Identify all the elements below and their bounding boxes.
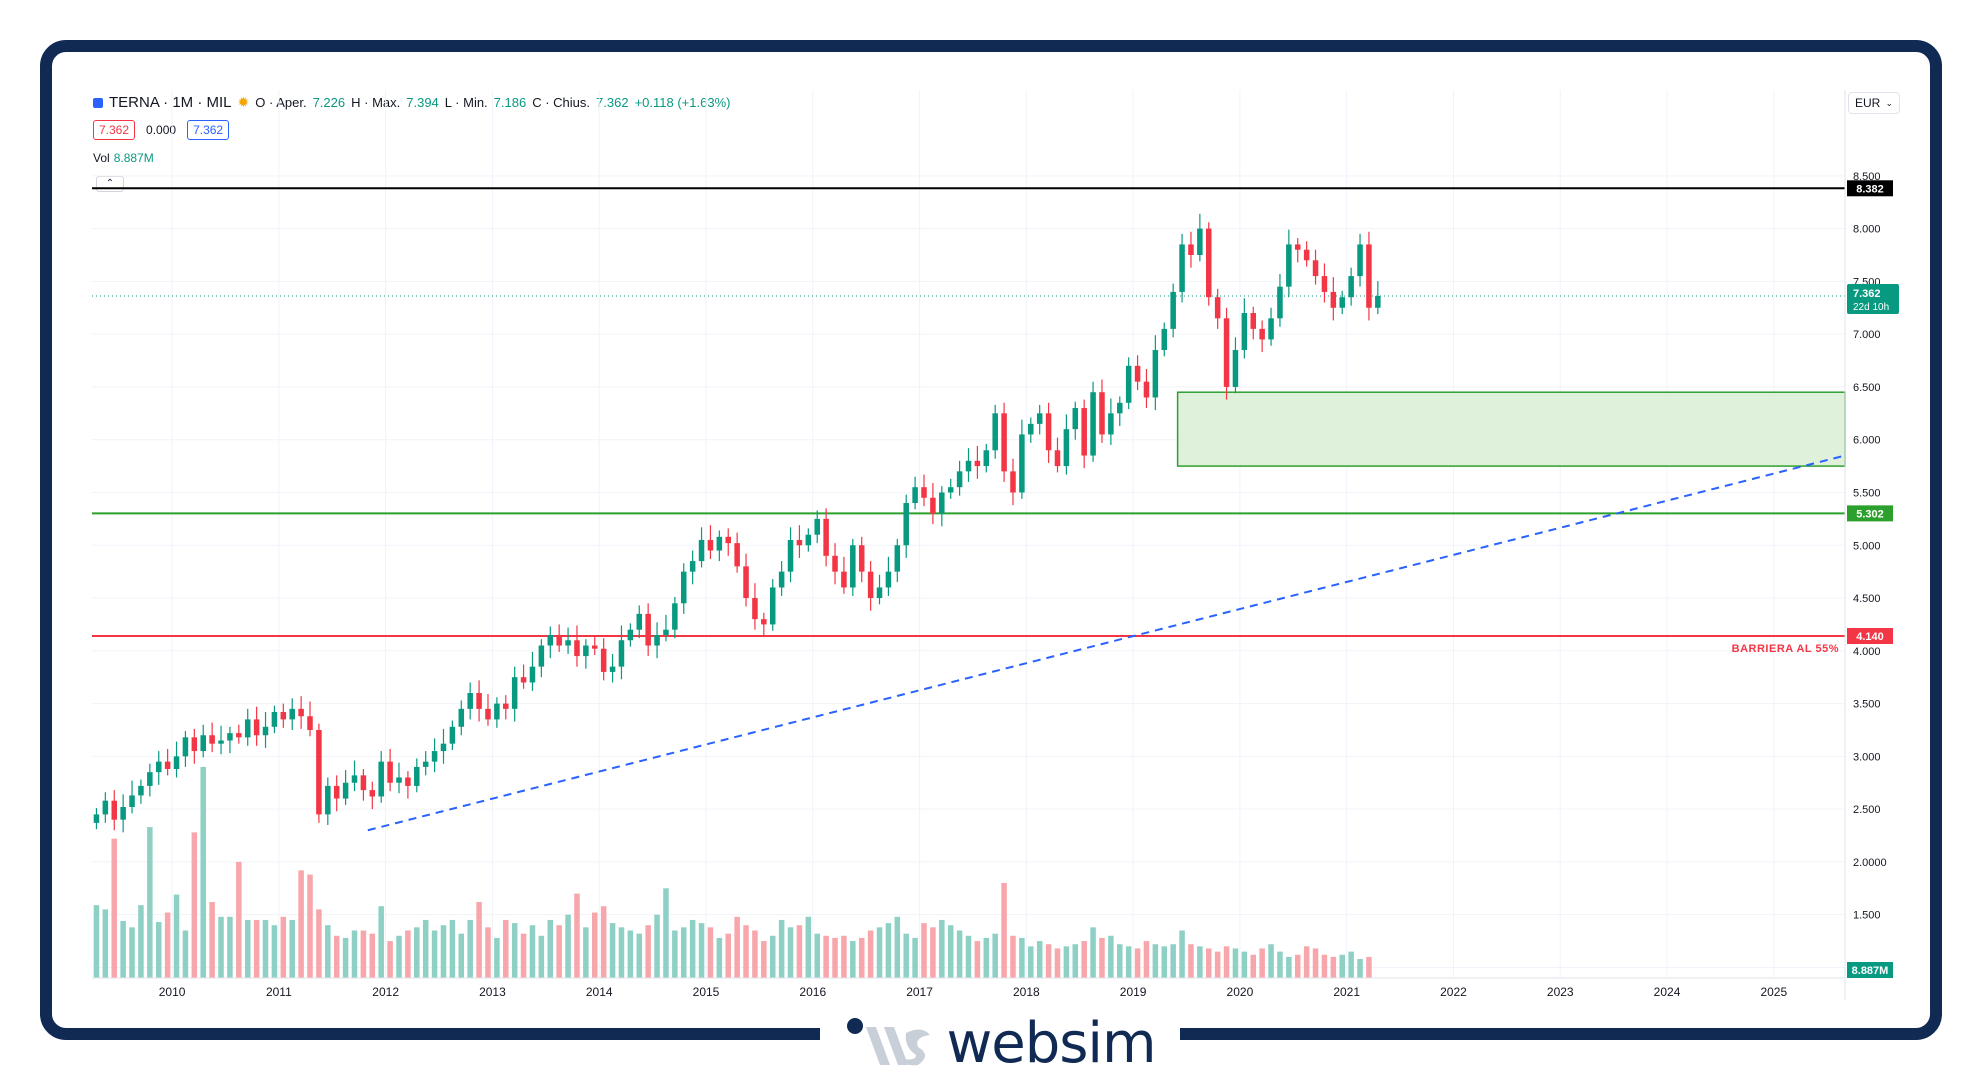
high-label: H · Max. (351, 95, 401, 110)
symbol-title[interactable]: TERNA · 1M · MIL (109, 94, 232, 111)
order-boxes: 7.362 0.000 7.362 (93, 120, 230, 140)
low-value: 7.186 (493, 95, 527, 110)
chevron-down-icon: ⌄ (1885, 97, 1893, 108)
symbol-flag-icon (93, 97, 103, 108)
brand-footer: websim (820, 1010, 1180, 1076)
close-label: C · Chius. (532, 95, 591, 110)
volume-value: 8.887M (113, 151, 154, 165)
volume-legend: Vol 8.887M (93, 151, 154, 165)
spread-value: 0.000 (146, 123, 177, 137)
currency-label: EUR (1855, 96, 1881, 110)
currency-select[interactable]: EUR ⌄ (1848, 92, 1900, 114)
volume-label: Vol (93, 151, 110, 165)
sell-price-button[interactable]: 7.362 (93, 120, 136, 140)
chart-frame (40, 40, 1942, 1040)
market-status-icon[interactable]: ✹ (237, 94, 250, 110)
symbol-legend: TERNA · 1M · MIL ✹ O · Aper. 7.226 H · M… (93, 94, 730, 111)
brand-name: websim (946, 1010, 1156, 1076)
open-value: 7.226 (312, 95, 346, 110)
low-label: L · Min. (444, 95, 488, 110)
high-value: 7.394 (406, 95, 439, 110)
websim-logo-icon (847, 1018, 931, 1066)
chevron-up-icon[interactable]: ⌃ (96, 176, 124, 192)
close-value: 7.362 (596, 95, 629, 110)
buy-price-button[interactable]: 7.362 (187, 120, 230, 140)
change-value: +0.118 (+1.63%) (634, 95, 731, 110)
open-label: O · Aper. (255, 95, 307, 110)
